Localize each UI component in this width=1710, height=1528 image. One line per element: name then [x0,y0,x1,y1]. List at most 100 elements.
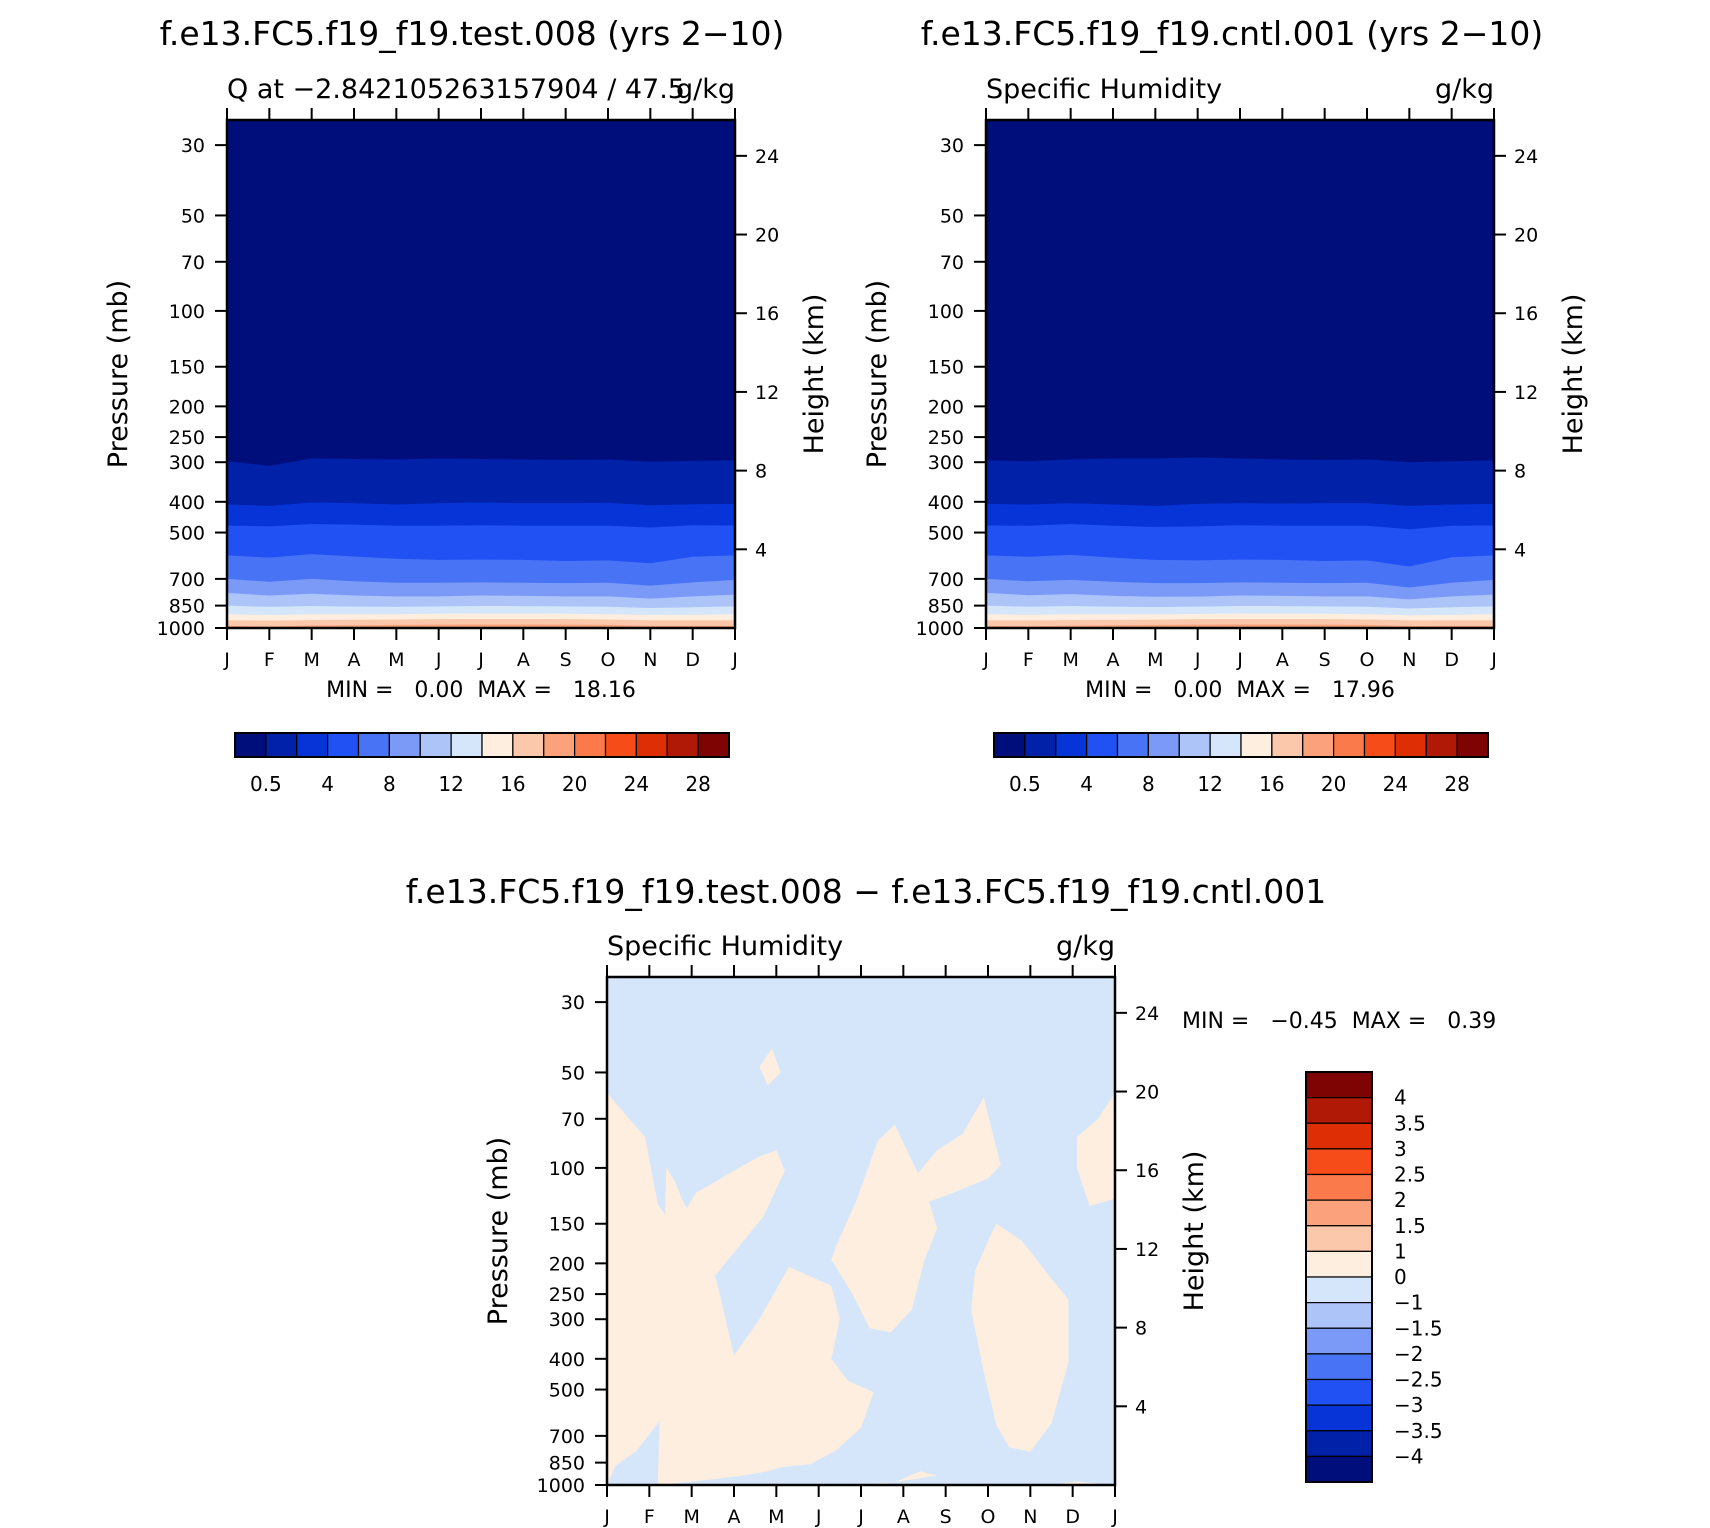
control-colorbar-cell [1333,732,1366,758]
control-colorbar-cell [1394,732,1427,758]
test-colorbar-cell [450,732,483,758]
control-xtick-label: A [1107,649,1120,671]
control-colorbar-label: 4 [1080,772,1093,796]
test-ylabel: Pressure (mb) [103,280,134,468]
control-yright-tick-label: 16 [1514,303,1538,325]
diff-ytick-label: 850 [549,1453,585,1475]
test-colorbar-cell [327,732,360,758]
diff-yright-tick-label: 16 [1135,1160,1159,1182]
control-ytick-label: 30 [940,135,964,157]
diff-colorbar-cell [1305,1455,1373,1483]
diff-colorbar-label: 4 [1394,1086,1407,1110]
test-ytick-label: 500 [169,523,205,545]
control-ytick-label: 150 [928,357,964,379]
diff-colorbar-label: 3.5 [1394,1111,1426,1135]
control-colorbar-label: 24 [1383,772,1408,796]
diff-xtick-label: A [728,1506,741,1528]
diff-colorbar-label: −4 [1394,1444,1423,1468]
test-xtick-label: F [264,649,275,671]
control-contour-layer [986,120,1494,628]
diff-yright-tick-label: 8 [1135,1318,1147,1340]
test-xtick-label: M [388,649,404,671]
control-xtick-label: N [1402,649,1416,671]
diff-xtick-label: F [644,1506,655,1528]
test-colorbar-cell [604,732,637,758]
control-colorbar-label: 28 [1444,772,1469,796]
diff-yright-tick-label: 4 [1135,1396,1147,1418]
diff-ytick-label: 250 [549,1284,585,1306]
diff-colorbar-cell [1305,1199,1373,1227]
test-colorbar-label: 12 [438,772,463,796]
diff-ytick-label: 200 [549,1253,585,1275]
diff-positive-region [831,1124,938,1333]
diff-positive-region [759,1048,781,1086]
test-colorbar-label: 28 [685,772,710,796]
test-ytick-label: 300 [169,452,205,474]
test-colorbar-label: 4 [321,772,334,796]
control-ytick-label: 300 [928,452,964,474]
diff-colorbar-cell [1305,1097,1373,1124]
control-xtick-label: M [1062,649,1078,671]
control-yright-tick-label: 24 [1514,146,1538,168]
control-ytick-label: 700 [928,569,964,591]
control-xtick-label: A [1276,649,1289,671]
diff-xtick-label: J [815,1506,822,1528]
test-ytick-label: 250 [169,427,205,449]
diff-ytick-label: 700 [549,1426,585,1448]
diff-colorbar-cell [1305,1071,1373,1099]
diff-ytick-label: 150 [549,1214,585,1236]
test-xtick-label: D [685,649,700,671]
control-colorbar-label: 20 [1321,772,1346,796]
control-colorbar-cell [1302,732,1335,758]
diff-subtitle-right: g/kg [1056,931,1115,962]
diff-positive-region [971,1223,1069,1452]
control-subtitle-left: Specific Humidity [986,74,1222,105]
diff-xtick-label: M [683,1506,699,1528]
test-xtick-label: M [303,649,319,671]
diff-colorbar-label: −3 [1394,1393,1423,1417]
diff-ytick-label: 400 [549,1349,585,1371]
control-colorbar-cell [1271,732,1304,758]
test-colorbar-label: 8 [383,772,396,796]
test-yright-tick-label: 16 [755,303,779,325]
diff-colorbar-label: 3 [1394,1137,1407,1161]
test-ytick-label: 70 [181,252,205,274]
control-colorbar-label: 12 [1197,772,1222,796]
diff-ylabel-right: Height (km) [1179,1151,1210,1312]
control-xtick-label: O [1360,649,1375,671]
test-minmax-text: MIN = 0.00 MAX = 18.16 [326,678,636,703]
diff-positive-region [657,1167,874,1485]
test-subtitle-left: Q at −2.842105263157904 / 47.5 [227,74,685,105]
diff-xtick-label: O [981,1506,996,1528]
test-yright-tick-label: 4 [755,539,767,561]
test-ytick-label: 50 [181,205,205,227]
test-ytick-label: 400 [169,492,205,514]
control-subtitle-right: g/kg [1435,74,1494,105]
diff-contour-layer [607,977,1115,1485]
control-ytick-label: 200 [928,396,964,418]
diff-colorbar-cell [1305,1276,1373,1304]
diff-ytick-label: 300 [549,1309,585,1331]
diff-colorbar-frame [1305,1071,1373,1483]
test-colorbar-cell [635,732,668,758]
test-ytick-label: 850 [169,596,205,618]
test-ylabel-right: Height (km) [799,294,830,455]
control-ytick-label: 70 [940,252,964,274]
test-xtick-label: J [223,649,230,671]
diff-colorbar-label: −3.5 [1394,1419,1443,1443]
diff-colorbar-cell [1305,1225,1373,1252]
control-minmax-text: MIN = 0.00 MAX = 17.96 [1085,678,1395,703]
test-colorbar-cell [543,732,576,758]
test-xtick-label: J [435,649,442,671]
control-colorbar-cell [1147,732,1180,758]
test-xtick-label: A [517,649,530,671]
diff-colorbar-cell [1305,1378,1373,1406]
test-yright-tick-label: 20 [755,225,779,247]
diff-colorbar-label: 1.5 [1394,1214,1426,1238]
title-control-panel: f.e13.FC5.f19_f19.cntl.001 (yrs 2−10) [921,14,1544,53]
control-ytick-label: 850 [928,596,964,618]
control-colorbar-cell [1209,732,1242,758]
diff-colorbar-cell [1305,1302,1373,1329]
diff-colorbar-cell [1305,1404,1373,1432]
